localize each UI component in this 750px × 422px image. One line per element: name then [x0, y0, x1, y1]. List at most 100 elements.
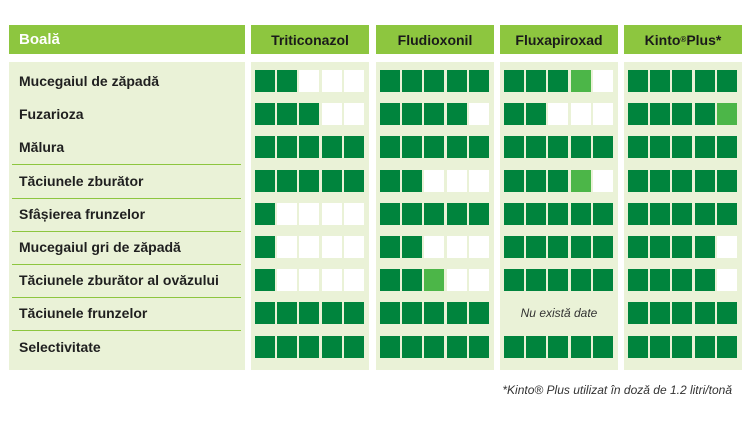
rating-block [650, 103, 671, 126]
rating-block [277, 136, 298, 159]
row-label: Mucegaiul gri de zăpadă [19, 239, 181, 255]
rating-block [255, 103, 275, 126]
rating-block [694, 302, 715, 325]
rating-block [468, 202, 489, 225]
row-separator [12, 297, 241, 299]
rating-block [343, 202, 364, 225]
rating-block [650, 302, 671, 325]
rating-block [628, 236, 648, 258]
rating-block [446, 136, 467, 159]
rating-block [716, 136, 737, 159]
rating-block [402, 136, 423, 159]
rating-block [526, 169, 547, 192]
rating-block [402, 103, 423, 126]
rating-block [628, 302, 648, 325]
rating-block [402, 335, 423, 358]
rating-block [299, 335, 320, 358]
row-separator [12, 264, 241, 265]
rating-block [402, 70, 423, 92]
rating-block [570, 169, 591, 192]
rating-block [628, 202, 648, 225]
rating-block [446, 70, 467, 92]
rating-block [277, 236, 298, 258]
rating-block [380, 202, 400, 225]
rating-block [255, 269, 275, 292]
rating-block [402, 236, 423, 258]
rating-block [716, 70, 737, 92]
rating-block [504, 269, 524, 292]
rating-block [628, 269, 648, 292]
rating-block [694, 70, 715, 92]
rating-block [570, 103, 591, 126]
rating-block [716, 269, 737, 292]
rating-block [672, 70, 693, 92]
rating-block [468, 269, 489, 292]
rating-block [526, 103, 547, 126]
rating-block [380, 103, 400, 126]
rating-block [380, 335, 400, 358]
rating-block [299, 302, 320, 325]
rating-block [716, 169, 737, 192]
rating-block [504, 169, 524, 192]
rating-block [277, 335, 298, 358]
rating-block [526, 236, 547, 258]
rating-block [380, 269, 400, 292]
rating-block [468, 335, 489, 358]
rating-block [592, 169, 613, 192]
rating-block [343, 236, 364, 258]
row-label: Sfâșierea frunzelor [19, 205, 146, 222]
rating-block [321, 70, 342, 92]
rating-block [548, 335, 569, 358]
rating-block [592, 269, 613, 292]
rating-block [343, 169, 364, 192]
rating-block [716, 202, 737, 225]
rating-block [526, 335, 547, 358]
header-product: Fludioxonil [376, 25, 494, 54]
rating-block [694, 236, 715, 258]
rating-block [277, 302, 298, 325]
rating-block [628, 335, 648, 358]
rating-block [628, 169, 648, 192]
rating-block [672, 202, 693, 225]
row-separator [12, 164, 241, 166]
rating-block [424, 136, 445, 159]
row-separator [12, 230, 241, 232]
rating-block [650, 169, 671, 192]
rating-block [299, 202, 320, 225]
rating-block [402, 269, 423, 292]
row-label: Tăciunele zburător [19, 172, 144, 189]
rating-block [446, 269, 467, 292]
rating-block [402, 202, 423, 225]
rating-block [255, 136, 275, 159]
rating-block [548, 136, 569, 159]
rating-block [277, 70, 298, 92]
rating-block [321, 269, 342, 292]
rating-block [424, 103, 445, 126]
no-data-label: Nu există date [520, 306, 598, 321]
rating-block [628, 70, 648, 92]
row-label: Mucegaiul de zăpadă [19, 73, 160, 89]
rating-block [424, 335, 445, 358]
rating-block [255, 70, 275, 92]
rating-block [570, 70, 591, 92]
row-separator [12, 330, 241, 332]
rating-block [548, 103, 569, 126]
rating-block [299, 269, 320, 292]
rating-block [424, 302, 445, 325]
header-product: Kinto ® Plus* [624, 25, 742, 54]
rating-block [277, 169, 298, 192]
rating-block [468, 302, 489, 325]
rating-block [548, 202, 569, 225]
rating-block [380, 136, 400, 159]
rating-block [672, 169, 693, 192]
rating-block [424, 236, 445, 258]
rating-block [504, 202, 524, 225]
rating-block [446, 236, 467, 258]
rating-block [650, 236, 671, 258]
rating-block [255, 169, 275, 192]
row-label: Selectivitate [19, 338, 101, 355]
rating-block [672, 302, 693, 325]
rating-block [628, 136, 648, 159]
rating-block [468, 169, 489, 192]
rating-block [299, 136, 320, 159]
